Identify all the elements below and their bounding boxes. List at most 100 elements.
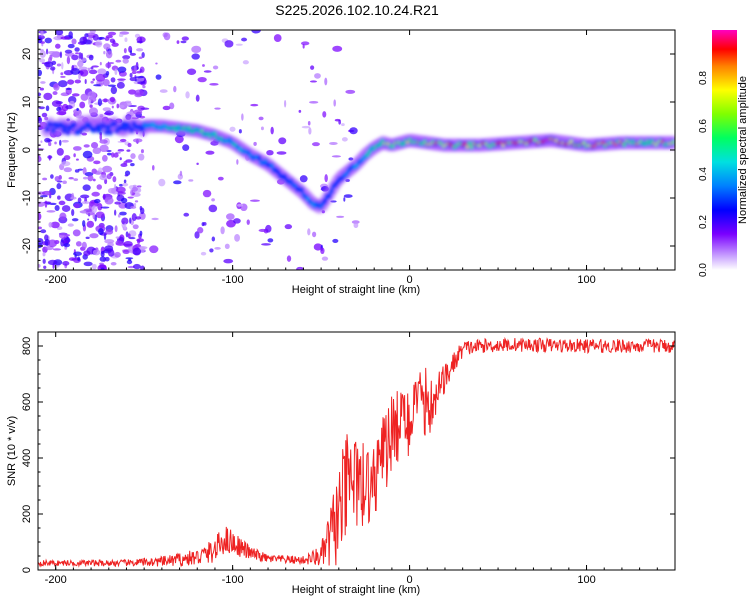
noise-speckle [313,243,323,251]
noise-speckle [81,241,87,250]
noise-speckle [129,52,136,56]
noise-speckle [241,37,248,42]
noise-speckle [39,58,46,63]
noise-speckle [191,53,200,60]
noise-speckle [116,81,125,89]
noise-speckle [47,259,58,266]
noise-speckle [56,148,64,156]
noise-speckle [310,65,315,70]
noise-speckle [284,99,287,108]
y-tick-label: 10 [21,96,33,108]
noise-speckle [114,251,121,258]
x-tick-label: -100 [222,274,244,286]
noise-speckle [40,30,44,37]
noise-speckle [131,186,138,192]
noise-speckle [99,61,102,66]
noise-speckle [102,78,110,87]
noise-speckle [99,256,107,262]
noise-speckle [62,261,70,266]
noise-speckle [155,74,162,80]
noise-speckle [128,258,132,262]
ridge-core [51,129,55,133]
noise-speckle [102,154,108,162]
ridge-core [469,145,474,149]
y-tick-label: 20 [21,48,33,60]
noise-speckle [331,155,342,158]
noise-speckle [174,135,184,144]
noise-speckle [81,132,88,136]
noise-speckle [341,137,348,142]
noise-speckle [38,69,43,77]
noise-speckle [251,30,261,34]
noise-speckle [86,32,96,37]
noise-speckle [114,183,117,192]
noise-speckle [60,36,71,40]
noise-speckle [98,227,104,235]
noise-speckle [107,31,117,36]
noise-speckle [73,251,82,257]
noise-speckle [111,152,115,158]
noise-speckle [139,66,145,73]
snr-axes: -200 -100 0 100 0 200 400 600 800 [21,331,676,586]
noise-speckle [162,105,171,111]
noise-speckle [307,121,311,126]
noise-speckle [77,256,81,262]
noise-speckle [42,258,46,264]
x-tick-label: 100 [577,574,595,586]
noise-speckle [126,259,133,265]
ridge-core [327,194,331,198]
noise-speckle [309,100,319,104]
noise-speckle [140,149,144,154]
noise-speckle [106,173,112,180]
noise-speckle [56,63,62,67]
noise-speckle [114,209,117,216]
noise-speckle [87,175,94,182]
ridge-core [323,199,327,203]
noise-speckle [332,45,343,52]
noise-speckle [127,196,134,199]
noise-speckle [97,98,103,107]
noise-speckle [85,236,90,240]
noise-speckle [217,176,224,181]
noise-speckle [71,192,75,199]
noise-speckle [123,223,127,230]
ridge-core [98,129,102,133]
noise-speckle [63,155,71,161]
noise-speckle [61,205,71,212]
noise-speckle [111,105,114,109]
noise-speckle [82,176,88,180]
noise-speckle [235,43,243,46]
noise-speckle [72,146,82,151]
noise-speckle [311,142,320,147]
y-tick-label: -20 [21,238,33,254]
noise-speckle [155,62,158,65]
figure-title: S225.2026.102.10.24.R21 [275,2,439,18]
ridge-core [300,188,304,192]
noise-speckle [92,211,96,220]
ridge-core [622,143,626,147]
noise-speckle [51,60,57,66]
noise-speckle [118,104,125,109]
noise-speckle [115,240,123,246]
x-tick-label: -100 [222,574,244,586]
noise-speckle [115,236,120,239]
noise-speckle [194,231,200,239]
noise-speckle [71,208,75,217]
noise-speckle [132,247,142,256]
x-tick-label: 100 [577,274,595,286]
noise-speckle [99,133,103,141]
noise-speckle [44,61,54,68]
noise-speckle [130,162,135,167]
noise-speckle [142,85,146,89]
noise-speckle [77,60,84,68]
noise-speckle [349,127,358,135]
noise-speckle [71,54,79,61]
noise-speckle [169,102,175,110]
noise-speckle [53,83,59,89]
noise-speckle [66,56,71,65]
noise-speckle [103,112,112,115]
noise-speckle [266,150,274,156]
ridge-core [276,170,280,175]
noise-speckle [60,161,71,167]
